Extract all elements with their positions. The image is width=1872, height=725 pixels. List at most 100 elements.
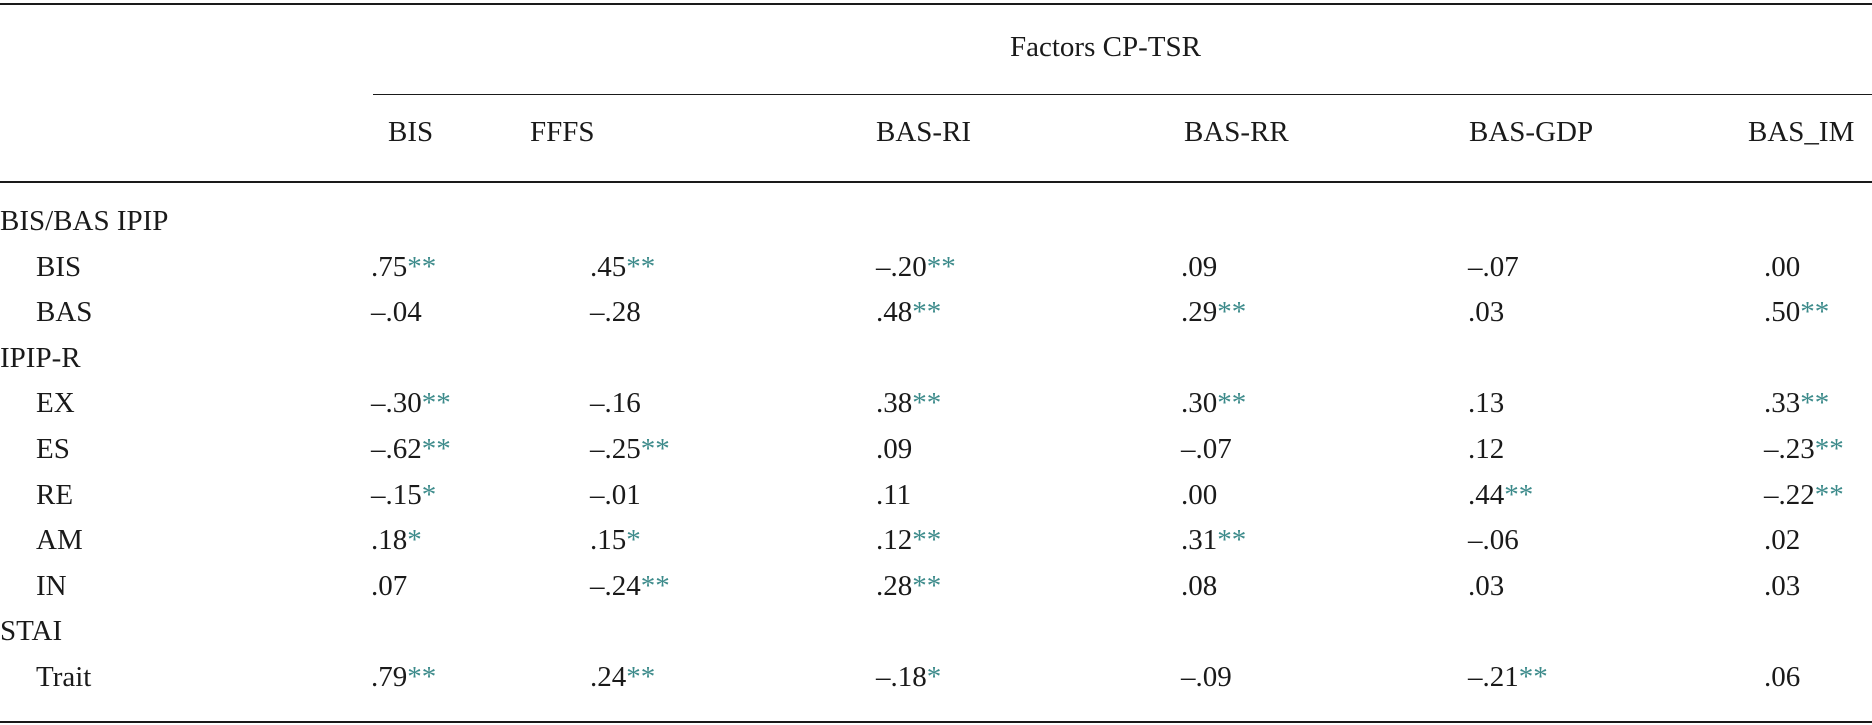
table-cell: .18* <box>371 526 422 555</box>
column-header: BIS <box>388 116 434 148</box>
column-header: BAS_IM <box>1748 116 1855 148</box>
cell-value: .07 <box>371 569 408 602</box>
significance-marker: ** <box>912 387 942 420</box>
table-cell: .02 <box>1764 526 1800 555</box>
table-cell: –.07 <box>1181 435 1232 464</box>
table-cell: .09 <box>876 435 912 464</box>
table-cell: –.22** <box>1764 478 1844 511</box>
significance-marker: ** <box>407 250 437 283</box>
cell-value: .33 <box>1764 387 1801 420</box>
table-top-rule <box>0 3 1872 5</box>
cell-value: .03 <box>1468 296 1505 329</box>
significance-marker: ** <box>1217 524 1247 557</box>
significance-marker: ** <box>1518 661 1548 693</box>
cell-value: .12 <box>876 524 913 557</box>
table-cell: –.18* <box>876 663 941 692</box>
cell-value: –.21 <box>1468 661 1519 693</box>
significance-marker: ** <box>1814 433 1844 465</box>
table-cell: .50** <box>1764 298 1829 327</box>
group-header-rule <box>373 94 1872 95</box>
cell-value: .02 <box>1764 524 1801 557</box>
group-header: Factors CP-TSR <box>1010 31 1201 63</box>
column-header: BAS-RI <box>876 116 972 148</box>
significance-marker: ** <box>640 433 670 465</box>
cell-value: .09 <box>1181 250 1218 283</box>
section-label: IPIP-R <box>0 341 81 374</box>
cell-value: –.16 <box>590 387 641 420</box>
table-cell: .00 <box>1181 480 1217 510</box>
cell-value: .38 <box>876 387 913 420</box>
table-cell: –.28 <box>590 298 641 327</box>
table-bottom-rule <box>0 721 1872 723</box>
table-cell: .06 <box>1764 663 1800 692</box>
significance-marker: ** <box>912 524 942 557</box>
cell-value: .48 <box>876 296 913 329</box>
significance-marker: ** <box>926 250 956 283</box>
significance-marker: ** <box>407 661 437 693</box>
table-cell: .28** <box>876 569 942 602</box>
significance-marker: ** <box>1800 296 1830 329</box>
table-cell: .33** <box>1764 389 1829 418</box>
cell-value: .03 <box>1764 569 1801 602</box>
significance-marker: ** <box>626 661 656 693</box>
row-label: RE <box>36 478 74 511</box>
significance-marker: ** <box>421 433 451 465</box>
table-cell: .24** <box>590 663 655 692</box>
significance-marker: ** <box>1814 478 1844 511</box>
row-label: IN <box>36 569 67 602</box>
cell-value: .09 <box>876 433 913 465</box>
table-cell: .48** <box>876 298 941 327</box>
table-cell: .13 <box>1468 389 1504 418</box>
section-label: BIS/BAS IPIP <box>0 205 169 237</box>
table-cell: .15* <box>590 526 641 555</box>
table-cell: –.30** <box>371 389 451 418</box>
cell-value: .45 <box>590 250 627 283</box>
significance-marker: ** <box>626 250 656 283</box>
row-label: EX <box>36 387 75 420</box>
significance-marker: ** <box>421 387 451 420</box>
table-cell: .11 <box>876 480 911 510</box>
table-cell: –.21** <box>1468 663 1548 692</box>
cell-value: –.06 <box>1468 524 1519 557</box>
header-bottom-rule <box>0 181 1872 183</box>
cell-value: –.28 <box>590 296 641 329</box>
table-cell: .03 <box>1764 569 1801 602</box>
table-cell: .38** <box>876 389 941 418</box>
row-label: AM <box>36 524 83 557</box>
significance-marker: * <box>626 524 641 557</box>
row-label: Trait <box>36 661 92 693</box>
table-cell: .45** <box>590 250 656 283</box>
row-label: BAS <box>36 296 93 329</box>
significance-marker: ** <box>912 296 942 329</box>
significance-marker: ** <box>640 569 670 602</box>
column-header: BAS-RR <box>1184 116 1289 148</box>
cell-value: .29 <box>1181 296 1218 329</box>
significance-marker: ** <box>1217 387 1247 420</box>
significance-marker: ** <box>1217 296 1247 329</box>
cell-value: –.20 <box>876 250 927 283</box>
cell-value: –.04 <box>371 296 422 329</box>
cell-value: –.07 <box>1181 433 1232 465</box>
cell-value: –.23 <box>1764 433 1815 465</box>
table-cell: .31** <box>1181 526 1246 555</box>
table-cell: –.25** <box>590 435 670 464</box>
cell-value: –.07 <box>1468 250 1519 283</box>
cell-value: .06 <box>1764 661 1801 693</box>
cell-value: .13 <box>1468 387 1505 420</box>
table-cell: –.09 <box>1181 663 1232 692</box>
cell-value: –.22 <box>1764 478 1815 511</box>
table-cell: .07 <box>371 569 408 602</box>
cell-value: .18 <box>371 524 408 557</box>
significance-marker: * <box>926 661 942 693</box>
significance-marker: * <box>421 478 437 511</box>
significance-marker: ** <box>912 569 942 602</box>
table-cell: .79** <box>371 663 436 692</box>
table-cell: .09 <box>1181 250 1218 283</box>
table-cell: –.24** <box>590 569 670 602</box>
table-cell: .29** <box>1181 298 1246 327</box>
table-cell: –.62** <box>371 435 451 464</box>
table-cell: –.07 <box>1468 250 1519 283</box>
cell-value: .08 <box>1181 569 1218 602</box>
significance-marker: ** <box>1504 478 1534 511</box>
table-cell: –.15* <box>371 478 437 511</box>
